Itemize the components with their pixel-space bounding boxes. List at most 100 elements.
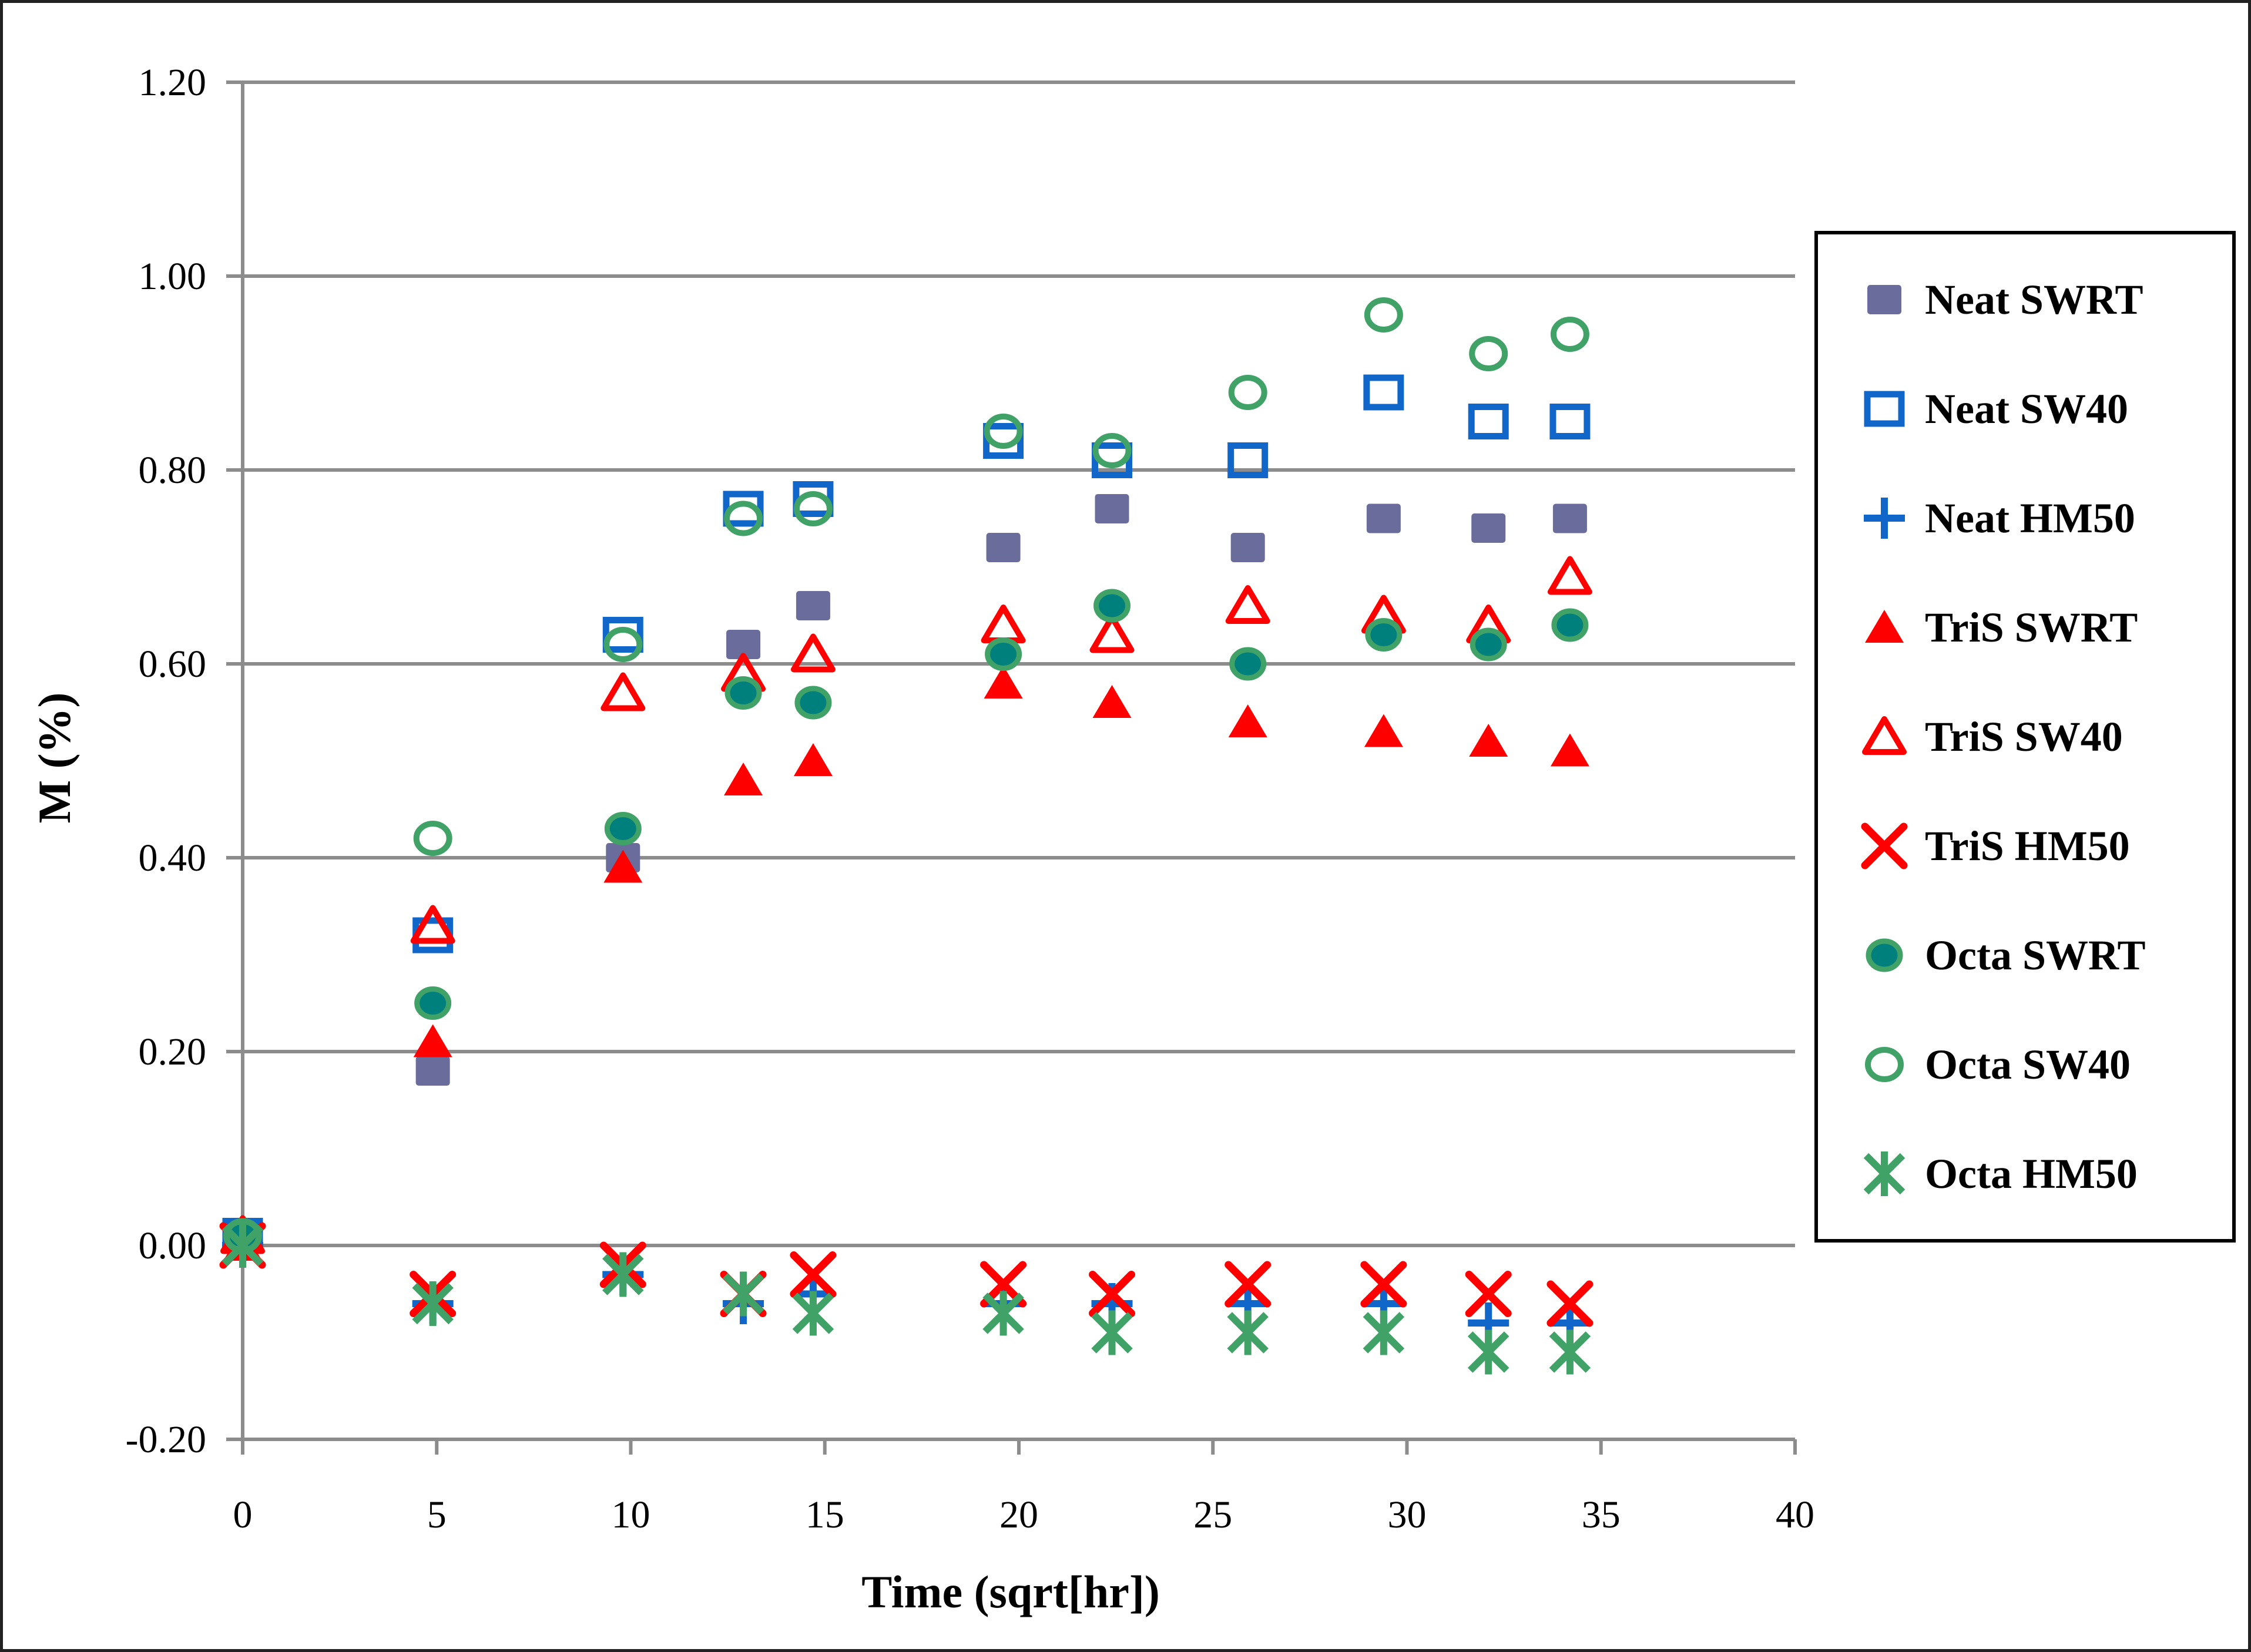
data-point-marker <box>796 591 830 620</box>
triangle-filled-legend-marker-icon <box>1865 610 1904 643</box>
legend-item-octa-swrt: Octa SWRT <box>1852 927 2232 983</box>
legend-label: Neat HM50 <box>1925 494 2135 542</box>
circle-filled-legend-marker-icon <box>1866 938 1903 972</box>
data-point-marker <box>984 414 1023 449</box>
data-point-marker <box>1092 442 1133 478</box>
data-point-marker <box>1549 1329 1591 1375</box>
triangle-open-legend-marker-icon <box>1862 716 1907 755</box>
x-tick-label: 20 <box>999 1493 1038 1536</box>
y-tick-label: 0.00 <box>139 1224 207 1267</box>
data-point-marker <box>1228 704 1267 737</box>
y-tick-label: -0.20 <box>126 1418 206 1461</box>
legend-label: Octa SW40 <box>1925 1040 2131 1088</box>
data-point-marker <box>723 491 764 527</box>
data-point-marker <box>1552 503 1587 533</box>
data-point-marker <box>1550 317 1589 352</box>
data-point-marker <box>724 501 763 536</box>
legend-label: TriS SWRT <box>1925 603 2138 651</box>
y-tick-label: 0.20 <box>139 1030 207 1073</box>
legend-label: Octa SWRT <box>1925 931 2146 979</box>
legend-label: TriS HM50 <box>1925 822 2130 869</box>
y-tick-label: 0.80 <box>139 449 207 492</box>
data-point-marker <box>1364 714 1403 747</box>
data-point-marker <box>792 1291 834 1336</box>
x-tick-label: 10 <box>612 1493 650 1536</box>
data-point-marker <box>1467 1329 1509 1375</box>
data-point-marker <box>981 605 1026 643</box>
series-markers <box>219 297 1594 1375</box>
legend-item-tris-swrt: TriS SWRT <box>1852 599 2232 656</box>
data-point-marker <box>1549 404 1591 439</box>
y-tick-label: 1.00 <box>139 255 207 298</box>
data-point-marker <box>604 812 642 845</box>
data-point-marker <box>1366 503 1401 533</box>
data-point-marker <box>1468 404 1509 439</box>
data-point-marker <box>1469 724 1508 757</box>
plus-legend-marker-icon <box>1864 498 1905 539</box>
data-point-marker <box>793 481 834 517</box>
legend-label: Neat SW40 <box>1925 385 2128 432</box>
data-point-marker <box>1229 647 1267 681</box>
square-filled-legend-marker-icon <box>1867 285 1901 314</box>
data-point-marker <box>1551 608 1589 642</box>
data-point-marker <box>793 743 833 776</box>
data-point-marker <box>601 672 646 711</box>
x-tick-label: 15 <box>806 1493 844 1536</box>
y-tick-label: 0.40 <box>139 837 207 879</box>
data-point-marker <box>1095 494 1129 523</box>
data-point-marker <box>1089 1271 1136 1317</box>
data-point-marker <box>413 1024 452 1057</box>
y-tick-label: 0.60 <box>139 643 207 686</box>
data-point-marker <box>1469 336 1508 371</box>
square-open-legend-marker-icon <box>1864 391 1905 427</box>
circle-open-legend-marker-icon <box>1865 1047 1904 1082</box>
data-point-marker <box>1470 627 1507 662</box>
data-point-marker <box>1092 685 1132 718</box>
data-point-marker <box>1471 513 1506 543</box>
data-point-marker <box>1225 1261 1272 1308</box>
series-neat-sw40 <box>222 374 1591 1254</box>
data-point-marker <box>1360 1261 1407 1308</box>
legend-label: TriS SW40 <box>1925 713 2123 760</box>
data-point-marker <box>1550 733 1589 767</box>
y-axis-title: M (%) <box>29 692 80 824</box>
data-point-marker <box>415 1056 450 1086</box>
data-point-marker <box>983 423 1024 459</box>
data-point-marker <box>1227 1310 1269 1355</box>
data-point-marker <box>1092 433 1132 468</box>
data-point-marker <box>603 849 643 883</box>
series-octa-sw40 <box>223 297 1589 1254</box>
data-point-marker <box>1089 614 1135 653</box>
legend-item-tris-sw40: TriS SW40 <box>1852 709 2232 765</box>
legend-item-neat-sw40: Neat SW40 <box>1852 381 2232 437</box>
data-point-marker <box>1093 589 1131 623</box>
legend-item-neat-swrt: Neat SWRT <box>1852 271 2232 328</box>
data-point-marker <box>1091 1310 1133 1355</box>
data-point-marker <box>724 676 762 710</box>
data-point-marker <box>1228 375 1267 410</box>
series-octa-hm50 <box>222 1223 1591 1375</box>
data-point-marker <box>602 1252 644 1297</box>
legend-label: Octa HM50 <box>1925 1150 2138 1197</box>
data-point-marker <box>726 630 761 659</box>
data-point-marker <box>1546 1280 1594 1327</box>
data-point-marker <box>794 686 832 720</box>
x-legend-marker-icon <box>1861 822 1908 869</box>
axes <box>241 82 1797 1455</box>
x-axis-labels: 0 5 10 15 20 25 30 35 40 <box>233 1493 1815 1536</box>
data-point-marker <box>414 986 452 1020</box>
legend-item-tris-hm50: TriS HM50 <box>1852 818 2232 874</box>
gridlines <box>226 80 1795 1441</box>
data-point-marker <box>790 633 836 673</box>
x-tick-label: 40 <box>1776 1493 1814 1536</box>
data-point-marker <box>982 1291 1024 1336</box>
data-point-marker <box>1364 297 1403 333</box>
asterisk-legend-marker-icon <box>1863 1151 1906 1196</box>
data-point-marker <box>1363 1310 1405 1355</box>
x-tick-label: 25 <box>1193 1493 1232 1536</box>
data-point-marker <box>410 905 455 944</box>
data-point-marker <box>1363 374 1404 411</box>
x-tick-label: 5 <box>427 1493 447 1536</box>
y-axis-labels: 1.20 1.00 0.80 0.60 0.40 0.20 0.00 -0.20 <box>126 61 206 1461</box>
